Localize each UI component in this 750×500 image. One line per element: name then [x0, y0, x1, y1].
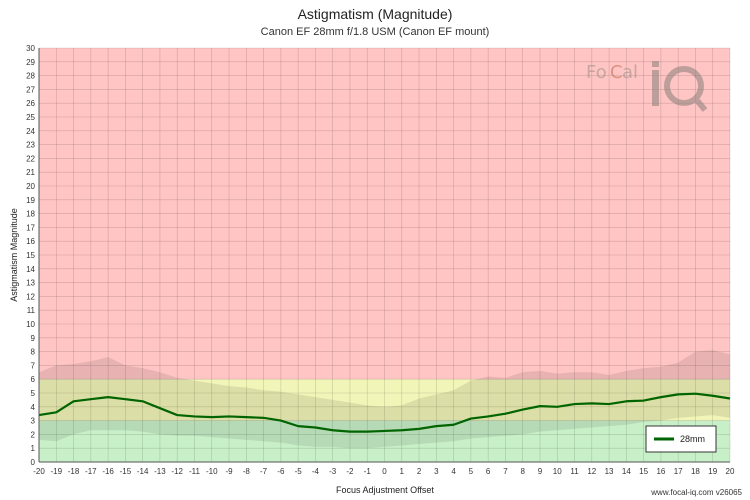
- y-tick-label: 4: [31, 403, 36, 412]
- x-tick-label: -14: [137, 467, 149, 476]
- axes: [38, 48, 730, 463]
- y-tick-label: 22: [26, 154, 35, 163]
- x-tick-label: 1: [400, 467, 405, 476]
- y-tick-label: 12: [26, 292, 35, 301]
- y-tick-label: 24: [26, 127, 35, 136]
- footer-credit: www.focal-iq.com v26065: [651, 488, 742, 497]
- x-tick-label: 4: [451, 467, 456, 476]
- y-tick-label: 26: [26, 99, 35, 108]
- x-tick-label: -15: [120, 467, 132, 476]
- y-tick-label: 8: [31, 348, 36, 357]
- y-tick-label: 2: [31, 430, 36, 439]
- x-tick-label: -2: [346, 467, 354, 476]
- y-tick-label: 25: [26, 113, 35, 122]
- y-tick-label: 23: [26, 141, 35, 150]
- x-tick-label: -11: [189, 467, 201, 476]
- y-tick-label: 21: [26, 168, 35, 177]
- range-band-area: [39, 350, 730, 449]
- y-tick-label: 17: [26, 223, 35, 232]
- x-tick-label: -19: [50, 467, 62, 476]
- x-tick-label: -3: [329, 467, 337, 476]
- svg-text:Fo: Fo: [586, 62, 607, 83]
- y-tick-label: 13: [26, 279, 35, 288]
- series-lines: [38, 392, 731, 433]
- x-tick-label: 14: [622, 467, 631, 476]
- x-tick-label: -8: [243, 467, 251, 476]
- legend-label: 28mm: [680, 434, 705, 444]
- y-tick-label: 9: [31, 334, 36, 343]
- x-tick-label: -5: [295, 467, 303, 476]
- focal-iq-logo: Fo C al: [586, 61, 708, 112]
- x-tick-label: -20: [33, 467, 45, 476]
- x-tick-label: 8: [520, 467, 525, 476]
- y-tick-label: 1: [31, 444, 36, 453]
- y-tick-labels: 0123456789101112131415161718192021222324…: [26, 44, 35, 467]
- y-tick-label: 29: [26, 58, 35, 67]
- x-tick-label: -4: [312, 467, 320, 476]
- x-axis-label: Focus Adjustment Offset: [336, 485, 434, 495]
- y-tick-label: 20: [26, 182, 35, 191]
- x-tick-label: 20: [726, 467, 735, 476]
- x-tick-label: -9: [225, 467, 233, 476]
- x-tick-label: -17: [85, 467, 97, 476]
- x-tick-label: 12: [587, 467, 596, 476]
- x-tick-label: 0: [382, 467, 387, 476]
- x-tick-label: 9: [538, 467, 543, 476]
- x-tick-label: -6: [277, 467, 285, 476]
- y-tick-label: 18: [26, 210, 35, 219]
- x-tick-label: 7: [503, 467, 508, 476]
- x-tick-labels: -20 -19 -18 -17 -16 -15 -14 -13 -12 -11 -10 -9 -8 -7-…: [33, 467, 735, 476]
- y-tick-label: 14: [26, 265, 35, 274]
- x-tick-label: 5: [469, 467, 474, 476]
- x-tick-label: 3: [434, 467, 439, 476]
- x-tick-label: 11: [570, 467, 579, 476]
- x-tick-label: 2: [417, 467, 422, 476]
- y-axis-label: Astigmatism Magnitude: [9, 208, 19, 302]
- y-tick-label: 6: [31, 375, 36, 384]
- y-tick-label: 3: [31, 417, 36, 426]
- y-tick-label: 7: [31, 361, 36, 370]
- y-tick-label: 15: [26, 251, 35, 260]
- x-tick-label: -16: [102, 467, 114, 476]
- y-tick-label: 19: [26, 196, 35, 205]
- x-tick-label: -1: [364, 467, 372, 476]
- x-tick-label: 16: [656, 467, 665, 476]
- x-tick-label: 13: [605, 467, 614, 476]
- zone-fair: [39, 379, 730, 421]
- legend: 28mm: [645, 425, 717, 453]
- x-tick-label: -7: [260, 467, 268, 476]
- grid-lines: [38, 47, 731, 463]
- y-tick-label: 28: [26, 72, 35, 81]
- chart-subtitle: Canon EF 28mm f/1.8 USM (Canon EF mount): [260, 26, 490, 38]
- zone-good: [39, 420, 730, 462]
- svg-text:al: al: [622, 62, 638, 83]
- quality-zones: [39, 48, 730, 462]
- y-tick-label: 27: [26, 85, 35, 94]
- zone-poor: [39, 48, 730, 380]
- y-tick-label: 16: [26, 237, 35, 246]
- x-tick-label: 10: [553, 467, 562, 476]
- x-tick-label: -12: [171, 467, 183, 476]
- y-tick-label: 10: [26, 320, 35, 329]
- chart-title: Astigmatism (Magnitude): [297, 6, 453, 22]
- x-tick-label: 17: [674, 467, 683, 476]
- x-tick-label: 6: [486, 467, 491, 476]
- range-band: [39, 350, 730, 449]
- svg-text:C: C: [610, 62, 623, 83]
- x-tick-label: 19: [708, 467, 717, 476]
- x-tick-label: 18: [691, 467, 700, 476]
- x-tick-label: 15: [639, 467, 648, 476]
- y-tick-label: 5: [31, 389, 36, 398]
- x-tick-label: -10: [206, 467, 218, 476]
- y-tick-label: 30: [26, 44, 35, 53]
- x-tick-label: -18: [68, 467, 80, 476]
- series-line: [38, 392, 731, 433]
- y-tick-label: 11: [27, 306, 36, 315]
- y-tick-label: 0: [31, 458, 36, 467]
- x-tick-label: -13: [154, 467, 166, 476]
